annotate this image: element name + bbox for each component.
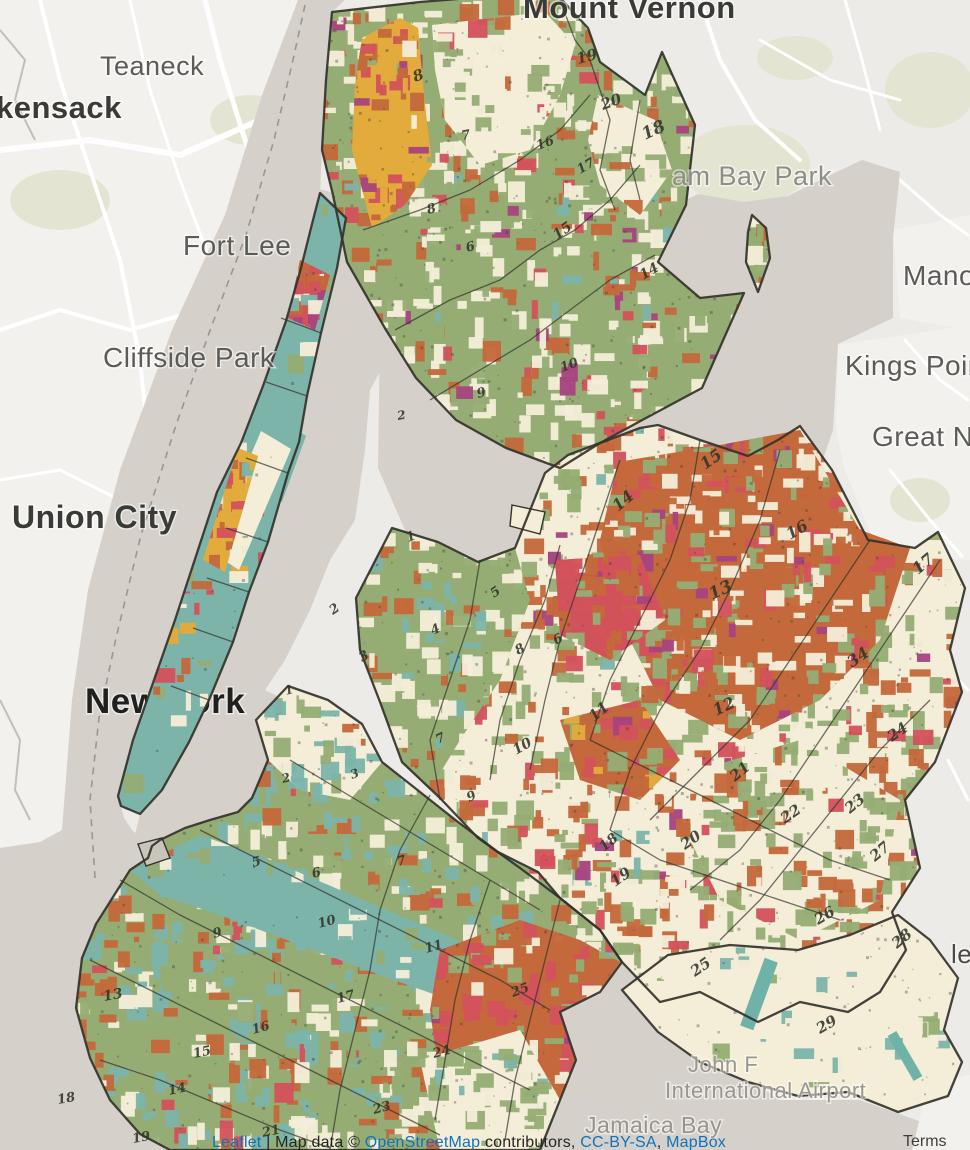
district-number: 15: [192, 1043, 213, 1061]
district-number: 1: [283, 682, 295, 698]
city-label-union-city: Union City: [12, 499, 177, 535]
district-boundaries-layer: [89, 0, 941, 1150]
city-label-pelham-bay-park: am Bay Park: [672, 161, 832, 191]
district-number: 17: [335, 988, 356, 1007]
district-number: 11: [423, 938, 444, 957]
city-label-fort-lee: Fort Lee: [183, 230, 291, 261]
city-label-manorhaven: Mano: [903, 260, 970, 291]
city-label-great-neck: Great Ne: [872, 421, 970, 452]
city-label-kings-point: Kings Poin: [845, 350, 970, 381]
mapbox-link[interactable]: MapBox: [666, 1134, 726, 1150]
district-number: 9: [475, 385, 488, 402]
district-number: 2: [395, 408, 407, 423]
attribution-separator: |: [261, 1134, 276, 1150]
district-number: 14: [167, 1080, 188, 1098]
district-number: 19: [574, 45, 599, 68]
city-label-partial-le: le: [951, 939, 970, 969]
attribution-contributors-text: contributors,: [480, 1134, 581, 1150]
city-label-jfk-line1: John F: [688, 1052, 758, 1077]
city-label-cliffside-park: Cliffside Park: [103, 342, 275, 373]
district-number: 18: [56, 1090, 76, 1108]
openstreetmap-link[interactable]: OpenStreetMap: [364, 1134, 481, 1150]
district-number: 19: [131, 1129, 151, 1147]
city-label-mount-vernon: Mount Vernon: [523, 0, 736, 25]
district-number: 6: [310, 865, 323, 882]
district-number: 16: [250, 1019, 271, 1038]
terms-link[interactable]: Terms: [903, 1133, 947, 1150]
district-number: 8: [425, 201, 438, 218]
district-number: 5: [250, 854, 263, 871]
district-number: 6: [464, 239, 477, 256]
city-label-jamaica-bay: Jamaica Bay: [585, 1112, 722, 1138]
district-number: 10: [316, 913, 337, 932]
district-number: 16: [534, 133, 556, 153]
district-number: 9: [211, 925, 224, 942]
district-number: 7: [395, 853, 408, 870]
district-number: 10: [558, 355, 580, 375]
district-number: 24: [430, 1043, 452, 1062]
district-number: 25: [508, 980, 531, 1001]
city-label-jfk-line2: International Airport: [665, 1078, 866, 1103]
city-label-teaneck: Teaneck: [100, 51, 204, 81]
district-number: 13: [102, 986, 124, 1005]
city-label-hackensack: kensack: [0, 90, 122, 125]
map-attribution: Leaflet | Map data © OpenStreetMap contr…: [212, 1134, 726, 1150]
district-number: 2: [279, 770, 292, 786]
district-number: 23: [370, 1099, 392, 1118]
district-number: 21: [260, 1122, 282, 1141]
ccbysa-link[interactable]: CC-BY-SA: [580, 1134, 657, 1150]
attribution-comma: ,: [656, 1134, 667, 1150]
attribution-mapdata-text: Map data ©: [275, 1134, 365, 1150]
borough-outline-layer: [74, 0, 967, 1150]
leaflet-link[interactable]: Leaflet: [212, 1134, 262, 1150]
district-number: 7: [460, 128, 472, 144]
